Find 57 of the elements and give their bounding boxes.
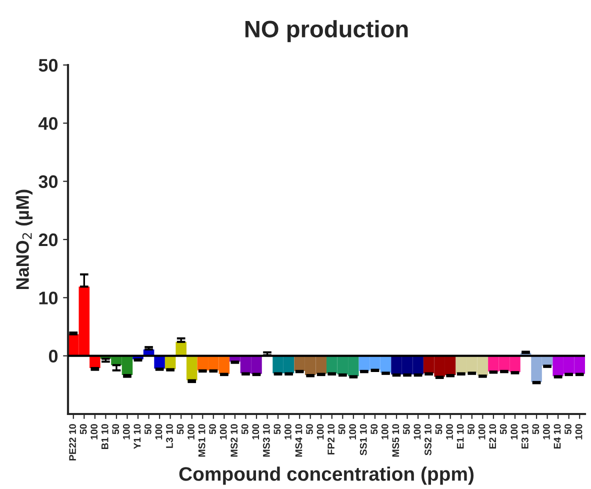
x-tick-label: 50 (403, 424, 410, 434)
x-tick-label: 100 (155, 424, 162, 440)
x-tick-label: MS5 10 (392, 424, 400, 457)
x-tick-label: 50 (209, 424, 216, 434)
chart-title: NO production (245, 20, 408, 42)
x-tick-label: MS4 10 (295, 424, 302, 457)
y-tick-label: 50 (38, 58, 58, 72)
x-tick-label: 50 (532, 424, 540, 434)
x-tick-label: 50 (338, 424, 346, 434)
x-tick-label: 50 (241, 424, 248, 434)
x-tick-label: E3 10 (521, 424, 528, 448)
x-tick-label: 50 (112, 424, 120, 434)
x-tick-label: 50 (274, 424, 281, 434)
y-tick-label: 20 (38, 233, 58, 246)
x-tick-label: MS1 10 (198, 424, 206, 457)
x-tick-label: E4 10 (554, 424, 561, 448)
x-tick-label: 100 (220, 424, 227, 440)
x-tick-label: SS2 10 (424, 424, 432, 456)
y-tick-label: 10 (39, 292, 58, 304)
x-tick-label: 50 (564, 424, 572, 434)
y-tick-label: 30 (38, 175, 58, 188)
x-tick-label: 50 (306, 424, 313, 434)
x-tick-label: 50 (468, 424, 475, 434)
x-tick-label: 100 (90, 424, 98, 440)
x-tick-label: E1 10 (456, 424, 464, 448)
x-tick-label: 100 (381, 424, 388, 440)
x-tick-label: 100 (575, 424, 582, 440)
x-tick-label: 100 (252, 424, 260, 440)
x-tick-label: 50 (435, 424, 442, 434)
y-axis-title: NaNO$_{2}$ (µM) (16, 190, 33, 290)
x-tick-label: Y1 10 (134, 424, 141, 449)
x-tick-label: 50 (370, 424, 378, 434)
y-tick-label: 40 (38, 117, 58, 130)
x-tick-label: L3 10 (166, 424, 173, 448)
x-tick-label: 50 (80, 424, 87, 434)
x-tick-label: 50 (500, 424, 507, 434)
x-tick-label: FP2 10 (328, 424, 334, 454)
x-tick-label: E2 10 (489, 424, 496, 448)
x-tick-label: 100 (122, 424, 130, 440)
x-tick-label: 100 (510, 424, 518, 440)
x-axis-title: Compound concentration (ppm) (179, 466, 474, 485)
x-tick-label: 50 (176, 424, 184, 434)
x-tick-label: 100 (446, 424, 453, 440)
x-tick-label: 100 (316, 424, 324, 440)
x-tick-label: 100 (478, 424, 486, 440)
x-tick-label: 100 (543, 424, 550, 440)
x-tick-label: MS3 10 (262, 424, 270, 457)
y-tick-label: 0 (48, 350, 58, 363)
x-tick-label: 50 (144, 424, 152, 434)
x-tick-label: 100 (349, 424, 356, 440)
x-tick-label: B1 10 (101, 424, 108, 450)
x-tick-label: 100 (284, 424, 292, 440)
x-tick-label: 100 (414, 424, 421, 440)
x-tick-label: PE22 10 (69, 424, 76, 460)
x-tick-label: SS1 10 (360, 424, 367, 456)
x-tick-label: MS2 10 (230, 424, 238, 457)
x-tick-label: 100 (188, 424, 194, 440)
